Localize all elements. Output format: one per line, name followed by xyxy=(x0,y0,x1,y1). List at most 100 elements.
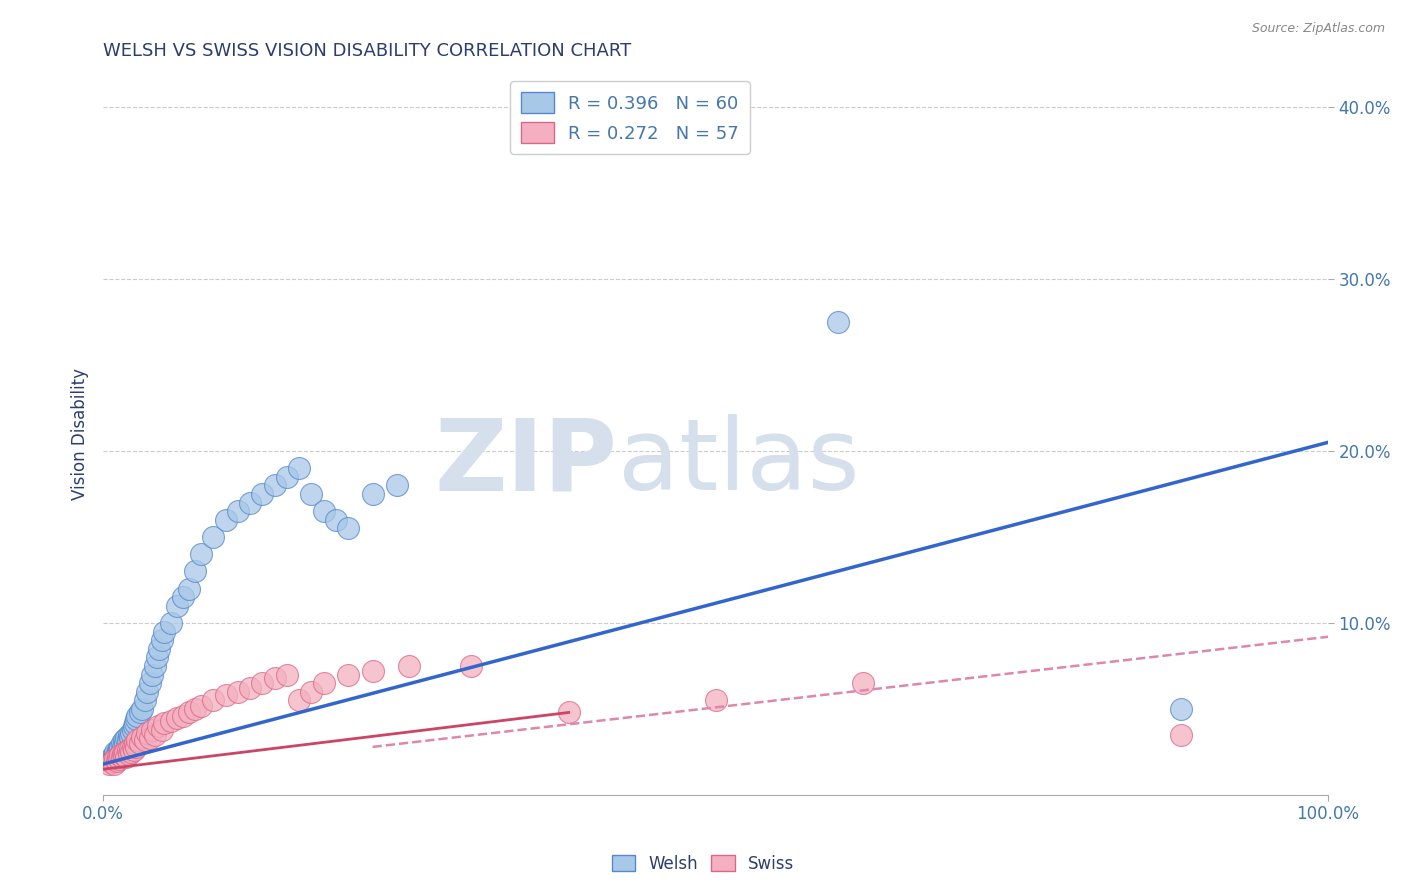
Point xyxy=(385,478,408,492)
Point xyxy=(299,685,322,699)
Point xyxy=(166,599,188,613)
Point xyxy=(153,715,176,730)
Point xyxy=(134,733,156,747)
Point xyxy=(111,739,134,754)
Point xyxy=(214,513,236,527)
Point xyxy=(121,723,143,737)
Point xyxy=(128,706,150,720)
Point xyxy=(150,723,173,737)
Point xyxy=(153,624,176,639)
Text: Source: ZipAtlas.com: Source: ZipAtlas.com xyxy=(1251,22,1385,36)
Text: ZIP: ZIP xyxy=(434,414,617,511)
Point xyxy=(184,565,207,579)
Text: WELSH VS SWISS VISION DISABILITY CORRELATION CHART: WELSH VS SWISS VISION DISABILITY CORRELA… xyxy=(103,42,631,60)
Point xyxy=(184,702,207,716)
Point xyxy=(177,706,200,720)
Point xyxy=(159,714,181,728)
Legend: R = 0.396   N = 60, R = 0.272   N = 57: R = 0.396 N = 60, R = 0.272 N = 57 xyxy=(510,81,749,153)
Point xyxy=(118,728,141,742)
Point xyxy=(276,469,298,483)
Point xyxy=(299,487,322,501)
Point xyxy=(124,736,146,750)
Point xyxy=(107,743,129,757)
Point xyxy=(398,659,420,673)
Point xyxy=(288,693,311,707)
Point xyxy=(141,723,163,737)
Point xyxy=(312,504,335,518)
Point xyxy=(118,747,141,761)
Point xyxy=(117,733,139,747)
Point xyxy=(101,752,124,766)
Point xyxy=(128,736,150,750)
Point xyxy=(127,733,149,747)
Point xyxy=(136,726,159,740)
Point xyxy=(114,736,136,750)
Point xyxy=(312,676,335,690)
Point xyxy=(98,754,121,768)
Point xyxy=(117,743,139,757)
Point xyxy=(110,748,132,763)
Point xyxy=(125,712,148,726)
Point xyxy=(172,709,194,723)
Point xyxy=(108,745,131,759)
Point xyxy=(125,739,148,754)
Y-axis label: Vision Disability: Vision Disability xyxy=(72,368,89,500)
Point xyxy=(121,739,143,754)
Point xyxy=(159,615,181,630)
Point xyxy=(120,726,142,740)
Point xyxy=(827,315,849,329)
Point xyxy=(108,752,131,766)
Point xyxy=(337,667,360,681)
Point xyxy=(107,750,129,764)
Point xyxy=(190,547,212,561)
Point xyxy=(115,731,138,746)
Point xyxy=(136,685,159,699)
Point xyxy=(120,745,142,759)
Point xyxy=(115,750,138,764)
Point xyxy=(141,667,163,681)
Point xyxy=(107,748,129,763)
Point xyxy=(104,745,127,759)
Point xyxy=(104,752,127,766)
Point xyxy=(105,747,128,761)
Point xyxy=(114,745,136,759)
Point xyxy=(131,702,153,716)
Point xyxy=(276,667,298,681)
Point xyxy=(111,747,134,761)
Point xyxy=(226,685,249,699)
Point xyxy=(148,641,170,656)
Point xyxy=(361,664,384,678)
Point xyxy=(226,504,249,518)
Point xyxy=(103,757,125,772)
Point xyxy=(704,693,727,707)
Point xyxy=(124,715,146,730)
Point xyxy=(104,750,127,764)
Point xyxy=(100,750,122,764)
Point xyxy=(263,478,285,492)
Point xyxy=(177,582,200,596)
Point xyxy=(110,750,132,764)
Point xyxy=(110,736,132,750)
Point xyxy=(852,676,875,690)
Point xyxy=(166,711,188,725)
Point xyxy=(150,633,173,648)
Legend: Welsh, Swiss: Welsh, Swiss xyxy=(605,848,801,880)
Point xyxy=(103,748,125,763)
Point xyxy=(112,733,135,747)
Point xyxy=(110,743,132,757)
Point xyxy=(131,730,153,744)
Point xyxy=(143,659,166,673)
Point xyxy=(172,591,194,605)
Point xyxy=(112,748,135,763)
Point xyxy=(460,659,482,673)
Point xyxy=(108,741,131,756)
Point xyxy=(1170,728,1192,742)
Point xyxy=(190,698,212,713)
Point xyxy=(263,671,285,685)
Text: atlas: atlas xyxy=(617,414,859,511)
Point xyxy=(202,530,225,544)
Point xyxy=(110,739,132,754)
Point xyxy=(127,709,149,723)
Point xyxy=(361,487,384,501)
Point xyxy=(122,743,145,757)
